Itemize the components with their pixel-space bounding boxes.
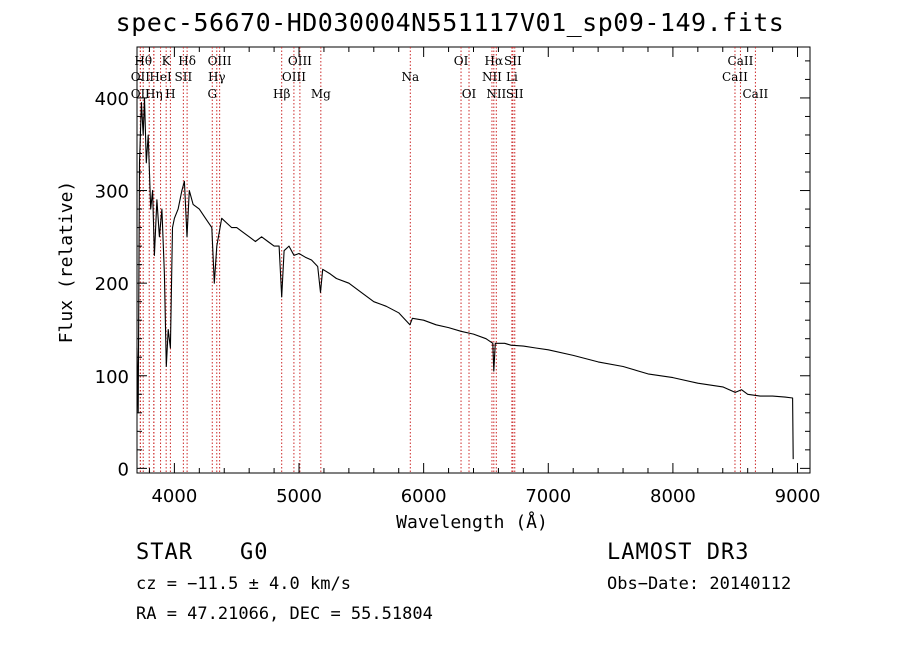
line-marker-label: CaII xyxy=(722,70,748,84)
x-axis-label: Wavelength (Å) xyxy=(396,511,548,533)
redshift-text: cz = −11.5 ± 4.0 km/s xyxy=(136,574,351,594)
line-marker-label: K xyxy=(162,54,172,68)
x-tick-label: 8000 xyxy=(650,486,696,507)
line-marker-label: OIII xyxy=(288,54,312,68)
spectrum-line xyxy=(136,97,794,460)
object-subclass: G0 xyxy=(240,540,269,565)
line-marker-label: NII xyxy=(482,70,502,84)
line-marker-label: Hη xyxy=(145,87,163,101)
line-marker-label: SII xyxy=(506,87,524,101)
line-marker-label: CaII xyxy=(728,54,754,68)
chart-title: spec-56670-HD030004N551117V01_sp09-149.f… xyxy=(115,8,785,37)
y-axis-label: Flux (relative) xyxy=(56,181,77,344)
x-tick-label: 5000 xyxy=(276,486,322,507)
line-marker-label: NII xyxy=(486,87,506,101)
y-tick-label: 200 xyxy=(95,274,129,295)
line-marker-label: SII xyxy=(504,54,522,68)
x-tick-label: 4000 xyxy=(151,486,197,507)
line-marker-label: Hγ xyxy=(208,70,226,84)
line-marker-label: OI xyxy=(454,54,469,68)
obs-date: Obs−Date: 20140112 xyxy=(607,574,792,594)
line-marker-label: OII xyxy=(131,70,151,84)
line-marker-label: OI xyxy=(462,87,477,101)
line-marker-label: Hθ xyxy=(134,54,152,68)
line-marker-label: OIII xyxy=(208,54,232,68)
plot-frame xyxy=(136,46,811,474)
survey-label: LAMOST DR3 xyxy=(607,540,750,565)
y-tick-label: 0 xyxy=(118,459,129,480)
line-marker-label: SII xyxy=(175,70,193,84)
coordinates: RA = 47.21066, DEC = 55.51804 xyxy=(136,604,433,624)
line-marker-label: HeI xyxy=(149,70,172,84)
x-tick-label: 6000 xyxy=(401,486,447,507)
y-tick-label: 400 xyxy=(95,89,129,110)
line-marker-label: OIII xyxy=(282,70,306,84)
line-marker-label: Hβ xyxy=(273,87,290,101)
y-tick-label: 300 xyxy=(95,182,129,203)
line-marker-label: Hδ xyxy=(178,54,196,68)
line-marker-label: Na xyxy=(401,70,419,84)
y-tick-label: 100 xyxy=(95,367,129,388)
line-marker-label: Mg xyxy=(311,87,331,101)
line-marker-label: Hα xyxy=(485,54,504,68)
x-tick-label: 7000 xyxy=(525,486,571,507)
line-marker-label: G xyxy=(207,87,217,101)
object-class: STAR xyxy=(136,540,193,565)
line-marker-label: H xyxy=(165,87,175,101)
x-tick-label: 9000 xyxy=(775,486,821,507)
line-marker-label: Li xyxy=(506,70,518,84)
line-marker-label: CaII xyxy=(742,87,768,101)
